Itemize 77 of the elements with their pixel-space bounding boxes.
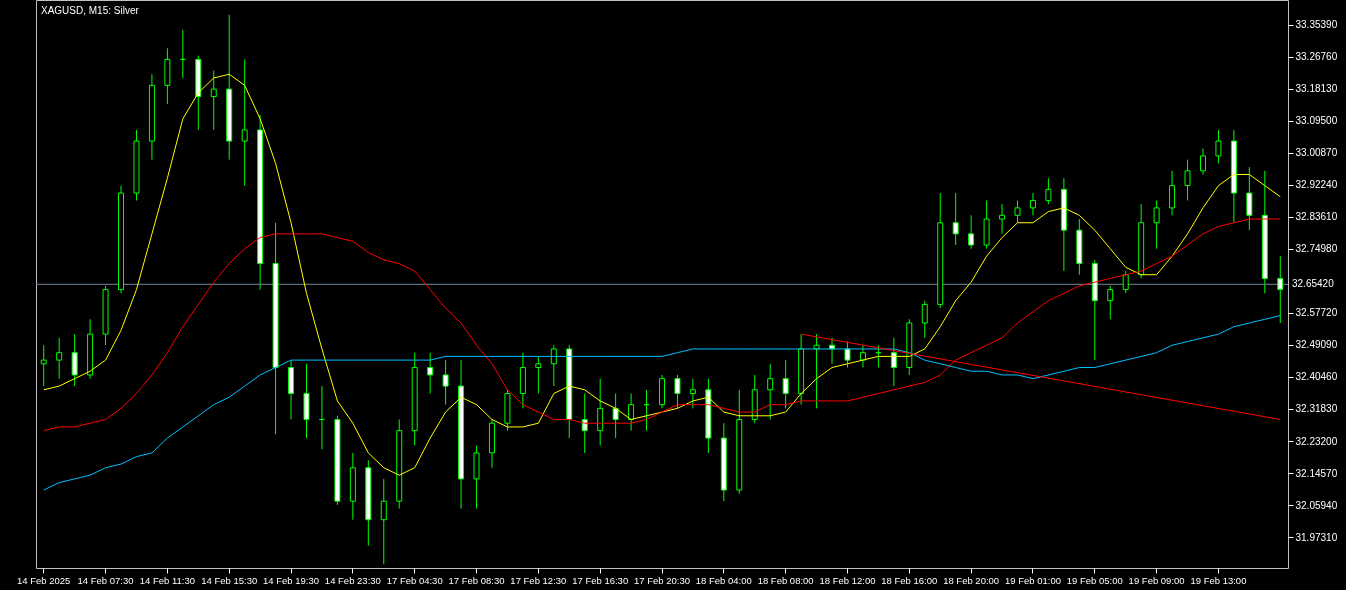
chart-title: XAGUSD, M15: Silver [41, 5, 140, 16]
x-tick-label: 17 Feb 08:30 [448, 574, 505, 586]
y-tick-label: 32.05940 [1295, 499, 1338, 511]
y-tick-label: 31.97310 [1295, 531, 1338, 543]
y-tick-label: 32.14570 [1295, 467, 1338, 479]
candlestick [597, 378, 604, 446]
candlestick [844, 341, 851, 369]
candlestick [1246, 166, 1253, 231]
x-tick-label: 18 Feb 12:00 [819, 574, 876, 586]
candlestick [674, 374, 681, 409]
x-tick-label: 17 Feb 12:30 [510, 574, 567, 586]
candlestick [241, 58, 248, 187]
candlestick [767, 363, 774, 420]
candlestick [210, 70, 217, 131]
ref-line-label: 32.65420 [1292, 278, 1335, 290]
candlestick [427, 352, 434, 395]
x-tick-label: 14 Feb 2025 [17, 574, 71, 586]
x-tick-label: 14 Feb 23:30 [324, 574, 381, 586]
candlestick [1277, 255, 1284, 324]
candlestick [550, 344, 557, 387]
y-tick-label: 32.23200 [1295, 435, 1338, 447]
candlestick [859, 344, 866, 369]
y-tick-label: 32.74980 [1295, 243, 1338, 255]
x-tick-label: 18 Feb 16:00 [881, 574, 938, 586]
x-tick-label: 19 Feb 01:00 [1004, 574, 1061, 586]
x-tick-label: 17 Feb 04:30 [386, 574, 443, 586]
x-tick-label: 19 Feb 13:00 [1190, 574, 1247, 586]
candlestick [628, 393, 635, 432]
candlestick [999, 203, 1006, 235]
candlestick [1029, 192, 1036, 216]
x-tick-label: 18 Feb 04:00 [695, 574, 752, 586]
y-tick-label: 32.57720 [1295, 307, 1338, 319]
y-tick-label: 33.26760 [1295, 51, 1338, 63]
candlestick [1184, 159, 1191, 201]
candlestick [535, 355, 542, 395]
candlestick [1215, 129, 1222, 164]
candlestick [921, 300, 928, 339]
x-tick-label: 19 Feb 09:00 [1128, 574, 1185, 586]
candlestick [689, 378, 696, 409]
line-series [43, 315, 1281, 491]
x-tick-label: 14 Feb 19:30 [263, 574, 320, 586]
line-series [43, 73, 1281, 476]
y-tick-label: 33.18130 [1295, 83, 1338, 95]
candlestick [1045, 177, 1052, 205]
y-tick-label: 33.00870 [1295, 147, 1338, 159]
candlestick [380, 478, 387, 565]
x-tick-label: 14 Feb 11:30 [139, 574, 196, 586]
candlestick [890, 337, 897, 387]
y-tick-label: 33.09500 [1295, 115, 1338, 127]
x-tick-label: 14 Feb 07:30 [77, 574, 134, 586]
candlestick [1153, 199, 1160, 250]
candlestick [442, 359, 449, 406]
y-tick-label: 33.35390 [1295, 19, 1338, 31]
y-tick-label: 32.40460 [1295, 371, 1338, 383]
line-series [43, 218, 1281, 432]
x-tick-label: 17 Feb 20:30 [634, 574, 690, 586]
candlestick [71, 333, 78, 387]
candlestick [968, 214, 975, 250]
candlestick [1122, 270, 1129, 294]
x-tick-label: 17 Feb 16:30 [572, 574, 629, 586]
candlestick [782, 359, 789, 409]
y-tick-label: 32.49090 [1295, 339, 1338, 351]
x-tick-label: 14 Feb 15:30 [201, 574, 258, 586]
y-tick-label: 32.31830 [1295, 403, 1338, 415]
candlestick [1107, 285, 1114, 320]
x-tick-label: 18 Feb 08:00 [757, 574, 814, 586]
candlestick [1014, 199, 1021, 224]
y-tick-label: 32.83610 [1295, 211, 1338, 223]
candlestick [952, 192, 959, 246]
candlestick [56, 337, 63, 380]
candlestick [40, 344, 47, 387]
x-tick-label: 18 Feb 20:00 [943, 574, 1000, 586]
candlestick [1169, 170, 1176, 216]
candlestick [1199, 148, 1206, 175]
x-tick-label: 19 Feb 05:00 [1066, 574, 1123, 586]
y-tick-label: 32.92240 [1295, 179, 1338, 191]
candlestick [612, 393, 619, 439]
